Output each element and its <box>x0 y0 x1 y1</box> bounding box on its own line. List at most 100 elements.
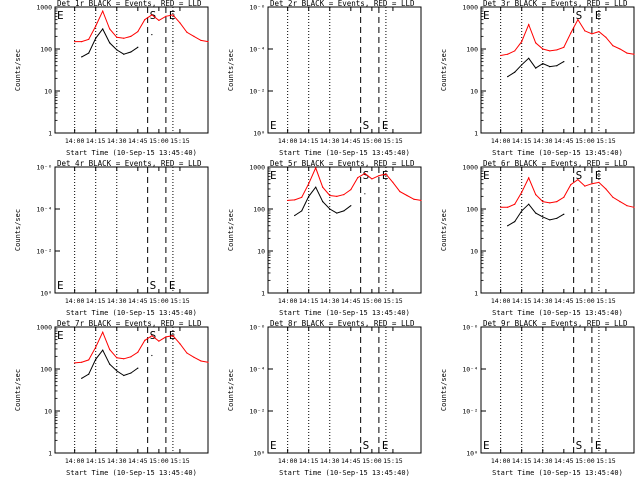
x-axis-label: Start Time (10-Sep-15 13:45:40) <box>66 469 197 477</box>
events-data-point <box>514 71 516 73</box>
events-data-point <box>123 374 125 377</box>
events-data-point <box>109 42 111 44</box>
y-tick-label: 100 <box>40 46 52 54</box>
events-data-point <box>151 354 153 357</box>
lld-data-point <box>158 340 160 342</box>
detector-panel-9: Det 9r BLACK = Events, RED = LLD Counts/s… <box>440 319 635 477</box>
lld-data-point <box>612 45 614 47</box>
lld-data-point <box>158 19 160 21</box>
x-axis-label: Start Time (10-Sep-15 13:45:40) <box>492 149 623 157</box>
x-tick-label: 14:00 <box>491 297 511 305</box>
detector-panel-4: Det 4r BLACK = Events, RED = LLD Counts/s… <box>14 159 209 317</box>
lld-data-point <box>633 53 635 55</box>
lld-data-point <box>542 201 544 203</box>
corner-end-marker: E <box>270 119 277 132</box>
y-tick-label: 10⁰ <box>466 450 478 458</box>
y-axis-label: Counts/sec <box>227 49 235 91</box>
x-tick-label: 14:45 <box>554 137 574 145</box>
events-data-point <box>88 52 90 54</box>
events-data-point <box>95 37 97 39</box>
y-tick-label: 10⁰ <box>40 290 52 298</box>
start-marker: S <box>150 279 157 292</box>
panel-title: Det 8r BLACK = Events, RED = LLD <box>270 319 415 328</box>
end-marker: E <box>169 279 176 292</box>
lld-data-point <box>399 190 401 193</box>
y-tick-label: 10⁻² <box>36 248 52 256</box>
plot-frame <box>480 166 635 294</box>
lld-data-point <box>116 357 118 359</box>
y-tick-label: 10⁻² <box>462 408 478 416</box>
lld-data-point <box>137 351 139 353</box>
lld-data-point <box>563 46 565 48</box>
lld-data-point <box>549 202 551 204</box>
y-tick-label: 10⁻⁶ <box>462 324 478 332</box>
lld-series-line <box>74 330 209 364</box>
lld-data-point <box>556 201 558 203</box>
y-axis-label: Counts/sec <box>14 369 22 411</box>
y-tick-label: 10 <box>44 88 52 96</box>
events-data-point <box>116 370 118 372</box>
lld-data-point <box>364 172 366 175</box>
panel-title: Det 2r BLACK = Events, RED = LLD <box>270 0 415 8</box>
lld-data-point <box>507 53 509 55</box>
events-data-point <box>528 203 530 205</box>
panel-title: Det 9r BLACK = Events, RED = LLD <box>483 319 628 328</box>
lld-data-point <box>130 35 132 37</box>
corner-end-marker: E <box>483 439 490 452</box>
events-data-point <box>542 62 544 65</box>
y-tick-label: 100 <box>253 206 265 214</box>
x-tick-label: 15:15 <box>596 137 616 145</box>
lld-data-point <box>371 178 373 180</box>
start-marker: S <box>363 439 370 452</box>
lld-data-point <box>151 335 153 337</box>
lld-data-point <box>294 199 296 201</box>
lld-data-point <box>542 48 544 50</box>
start-marker: S <box>363 169 370 182</box>
x-tick-label: 15:15 <box>170 137 190 145</box>
lld-data-point <box>406 194 408 197</box>
lld-data-point <box>123 358 125 360</box>
events-data-point <box>102 349 104 351</box>
events-data-point <box>350 205 352 207</box>
corner-end-marker: E <box>270 439 277 452</box>
corner-end-marker: E <box>57 329 64 342</box>
x-tick-label: 15:00 <box>575 137 595 145</box>
x-tick-label: 14:00 <box>278 137 298 145</box>
y-tick-label: 10⁻² <box>249 408 265 416</box>
lld-data-point <box>535 42 537 44</box>
lld-data-point <box>598 181 600 183</box>
events-data-point <box>563 213 565 215</box>
events-series-line <box>507 203 565 227</box>
lld-data-point <box>385 173 387 175</box>
lld-data-point <box>95 346 97 348</box>
lld-data-point <box>186 352 188 354</box>
lld-data-point <box>123 37 125 39</box>
x-tick-label: 14:15 <box>512 297 532 305</box>
y-axis-label: Counts/sec <box>440 369 448 411</box>
y-axis-label: Counts/sec <box>14 49 22 91</box>
start-marker: S <box>363 119 370 132</box>
lld-series-line <box>287 166 422 201</box>
y-tick-label: 1000 <box>36 324 52 332</box>
y-tick-label: 10⁻⁴ <box>462 366 478 374</box>
x-tick-label: 14:00 <box>65 137 85 145</box>
plot-frame <box>267 166 422 294</box>
lld-data-point <box>88 38 90 40</box>
events-data-point <box>364 193 366 195</box>
y-tick-label: 100 <box>466 46 478 54</box>
lld-data-point <box>420 199 422 202</box>
end-marker: E <box>595 439 602 452</box>
x-tick-label: 14:15 <box>86 457 106 465</box>
lld-data-point <box>570 184 572 186</box>
y-tick-label: 1000 <box>462 164 478 172</box>
events-data-point <box>315 186 317 188</box>
y-tick-label: 10 <box>257 248 265 256</box>
lld-data-point <box>549 50 551 52</box>
events-data-point <box>598 210 600 212</box>
events-data-point <box>301 210 303 212</box>
x-tick-label: 15:00 <box>575 297 595 305</box>
x-tick-label: 15:00 <box>149 457 169 465</box>
events-data-point <box>549 66 551 68</box>
lld-data-point <box>172 335 174 337</box>
y-tick-label: 10⁰ <box>253 450 265 458</box>
